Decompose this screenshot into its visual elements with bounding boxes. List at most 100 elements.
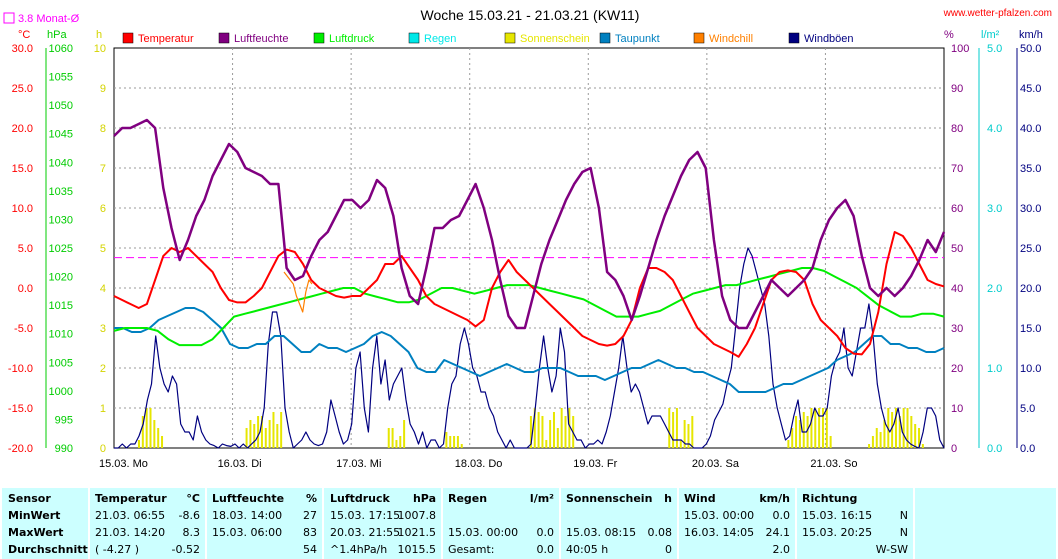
axis-tick-label: 5.0 bbox=[1020, 403, 1035, 415]
x-axis-label: 17.03. Mi bbox=[336, 458, 381, 470]
stats-header-sensor: Sensor bbox=[8, 492, 51, 505]
axis-tick-label: 10 bbox=[951, 403, 963, 415]
axis-tick-label: 1015 bbox=[49, 300, 73, 312]
stats-header-rain-unit: l/m² bbox=[529, 492, 554, 505]
stats-press-time: 20.03. 21:55 bbox=[330, 526, 401, 539]
unit-wind: km/h bbox=[1019, 29, 1043, 41]
stats-col-wind bbox=[679, 488, 795, 559]
stats-col-dir bbox=[797, 488, 913, 559]
axis-tick-label: 4.0 bbox=[987, 123, 1002, 135]
stats-rain-time: 15.03. 00:00 bbox=[448, 526, 519, 539]
legend-label: Luftfeuchte bbox=[234, 33, 288, 45]
x-axis-label: 15.03. Mo bbox=[99, 458, 148, 470]
axis-tick-label: 1.0 bbox=[987, 363, 1002, 375]
legend-label: Windböen bbox=[804, 33, 854, 45]
series-line-luftdruck bbox=[113, 267, 945, 347]
axis-tick-label: 1025 bbox=[49, 243, 73, 255]
axis-tick-label: 6 bbox=[100, 203, 106, 215]
stats-row-min: MinWert 21.03. 06:55 -8.6 18.03. 14:00 2… bbox=[0, 507, 1058, 524]
axis-tick-label: 5 bbox=[100, 243, 106, 255]
stats-col-empty bbox=[915, 488, 1056, 559]
axis-tick-label: 1035 bbox=[49, 186, 73, 198]
stats-wind-val: 24.1 bbox=[765, 526, 791, 539]
stats-header-press-unit: hPa bbox=[412, 492, 436, 505]
stats-header-hum: Luftfeuchte bbox=[212, 492, 285, 505]
legend-swatch bbox=[788, 32, 800, 44]
stats-sun-time: 40:05 h bbox=[566, 543, 609, 556]
axis-tick-label: 0.0 bbox=[987, 443, 1002, 455]
stats-wind-time: 15.03. 00:00 bbox=[684, 509, 755, 522]
x-axis-label: 18.03. Do bbox=[455, 458, 503, 470]
axis-tick-label: 15.0 bbox=[12, 163, 33, 175]
axis-tick-label: 7 bbox=[100, 163, 106, 175]
legend-swatch bbox=[313, 32, 325, 44]
stats-press-time: 15.03. 17:15 bbox=[330, 509, 401, 522]
axis-tick-label: 15.0 bbox=[1020, 323, 1041, 335]
axis-tick-label: 10 bbox=[94, 43, 106, 55]
stats-temp-val: -8.6 bbox=[178, 509, 200, 522]
axis-tick-label: 3 bbox=[100, 323, 106, 335]
legend-label: Sonnenschein bbox=[520, 33, 590, 45]
stats-label: Durchschnitt bbox=[8, 543, 88, 556]
axis-tick-label: 80 bbox=[951, 123, 963, 135]
stats-col-sensor bbox=[2, 488, 88, 559]
stats-rain-val: 0.0 bbox=[536, 543, 555, 556]
axis-tick-label: 20 bbox=[951, 363, 963, 375]
stats-header-temp: Temperatur bbox=[95, 492, 167, 505]
axis-tick-label: 2.0 bbox=[987, 283, 1002, 295]
axis-tick-label: 40 bbox=[951, 283, 963, 295]
axis-tick-label: 25.0 bbox=[1020, 243, 1041, 255]
axis-tick-label: 70 bbox=[951, 163, 963, 175]
axis-tick-label: 20.0 bbox=[1020, 283, 1041, 295]
stats-label: MaxWert bbox=[8, 526, 64, 539]
legend-label: Regen bbox=[424, 33, 456, 45]
stats-header-press: Luftdruck bbox=[330, 492, 390, 505]
stats-dir-val: N bbox=[899, 526, 908, 539]
axis-tick-label: 50 bbox=[951, 243, 963, 255]
legend-label: Windchill bbox=[709, 33, 753, 45]
axis-tick-label: 45.0 bbox=[1020, 83, 1041, 95]
axis-tick-label: 1030 bbox=[49, 214, 73, 226]
axis-tick-label: 60 bbox=[951, 203, 963, 215]
stats-temp-val: 8.3 bbox=[182, 526, 201, 539]
stats-hum-val: 27 bbox=[303, 509, 317, 522]
stats-press-time: ^1.4hPa/h bbox=[330, 543, 388, 556]
chart-title: Woche 15.03.21 - 21.03.21 (KW11) bbox=[421, 7, 640, 23]
stats-header-wind-unit: km/h bbox=[759, 492, 790, 505]
axis-tick-label: 3.0 bbox=[987, 203, 1002, 215]
axis-tick-label: 50.0 bbox=[1020, 43, 1041, 55]
unit-rain: l/m² bbox=[981, 29, 1000, 41]
axis-tick-label: 40.0 bbox=[1020, 123, 1041, 135]
legend-label: Taupunkt bbox=[615, 33, 660, 45]
axis-tick-label: 995 bbox=[55, 414, 73, 426]
weather-chart: Woche 15.03.21 - 21.03.21 (KW11) www.wet… bbox=[3, 7, 1052, 470]
axis-tick-label: 1005 bbox=[49, 357, 73, 369]
x-axis-label: 19.03. Fr bbox=[573, 458, 617, 470]
axis-tick-label: 0.0 bbox=[18, 283, 33, 295]
axis-tick-label: 20.0 bbox=[12, 123, 33, 135]
stats-header-rain: Regen bbox=[448, 492, 488, 505]
axis-tick-label: 10.0 bbox=[1020, 363, 1041, 375]
stats-rain-val: 0.0 bbox=[536, 526, 555, 539]
axis-tick-label: 1 bbox=[100, 403, 106, 415]
axis-tick-label: 30.0 bbox=[12, 43, 33, 55]
axis-tick-label: 90 bbox=[951, 83, 963, 95]
legend: Temperatur Luftfeuchte Luftdruck Regen Sonne… bbox=[122, 32, 854, 45]
legend-swatch bbox=[218, 32, 230, 44]
axis-tick-label: 10.0 bbox=[12, 203, 33, 215]
axes: 30.025.020.015.010.05.00.0-5.0-10.0-15.0… bbox=[8, 43, 1042, 455]
legend-swatch bbox=[122, 32, 134, 44]
stats-hum-val: 83 bbox=[303, 526, 317, 539]
axis-tick-label: -15.0 bbox=[8, 403, 33, 415]
stats-label: MinWert bbox=[8, 509, 61, 522]
unit-hpa: hPa bbox=[47, 29, 67, 41]
stats-dir-val: N bbox=[899, 509, 908, 522]
stats-header-sun-unit: h bbox=[664, 492, 672, 505]
unit-celsius: °C bbox=[18, 29, 30, 41]
axis-tick-label: 2 bbox=[100, 363, 106, 375]
legend-swatch bbox=[504, 32, 516, 44]
unit-hours: h bbox=[96, 29, 102, 41]
axis-tick-label: 0.0 bbox=[1020, 443, 1035, 455]
stats-col-hum bbox=[207, 488, 322, 559]
site-link[interactable]: www.wetter-pfalzen.com bbox=[943, 8, 1052, 19]
